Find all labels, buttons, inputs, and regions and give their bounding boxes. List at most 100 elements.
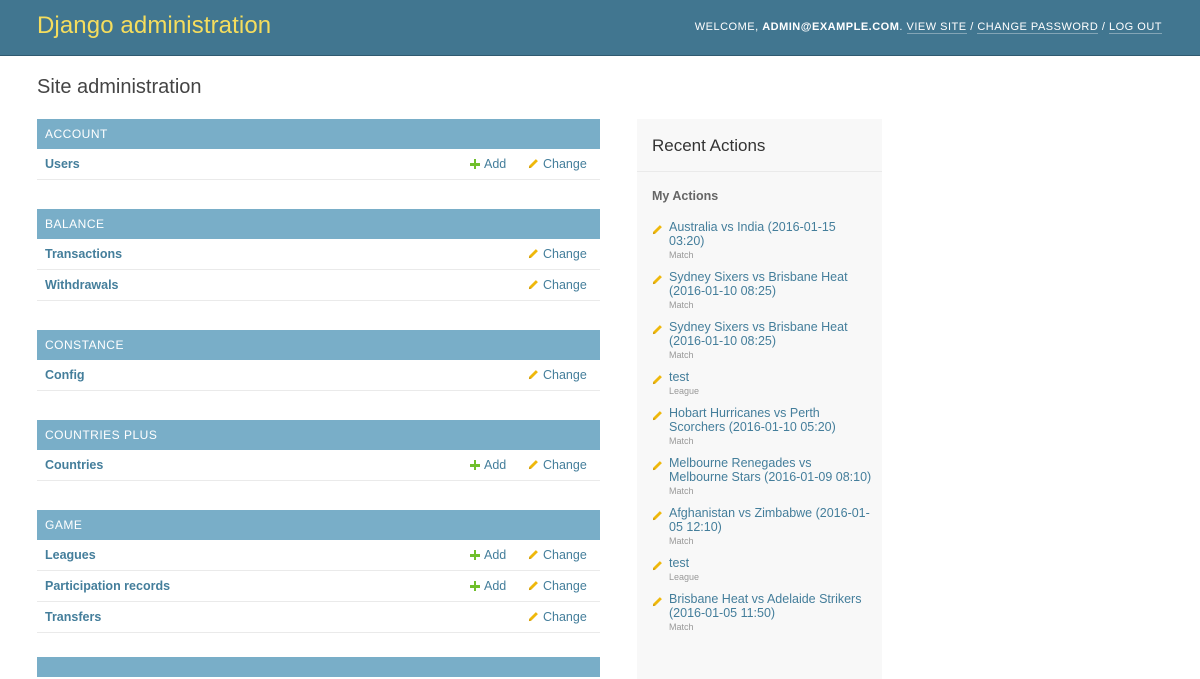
change-label: Change (543, 579, 587, 593)
app-module-caption[interactable] (37, 657, 600, 677)
app-module: Game Leagues Add Change Participation record… (37, 510, 600, 633)
model-link[interactable]: Transactions (45, 247, 123, 261)
username: admin@example.com (762, 21, 900, 33)
change-label: Change (543, 278, 587, 292)
my-actions-title: My Actions (652, 189, 719, 203)
model-row: Config Change (37, 360, 600, 391)
separator: / (1101, 21, 1106, 33)
model-row: Countries Add Change (37, 450, 600, 481)
model-link[interactable]: Users (45, 157, 80, 171)
recent-action-item: Brisbane Heat vs Adelaide Strikers (2016… (652, 592, 872, 632)
separator: / (970, 21, 974, 33)
recent-action-item: Sydney Sixers vs Brisbane Heat (2016-01-… (652, 320, 872, 360)
log-out-link[interactable]: Log out (1108, 21, 1162, 34)
recent-action-item: Hobart Hurricanes vs Perth Scorchers (20… (652, 406, 872, 446)
add-link[interactable]: Add (470, 548, 506, 562)
change-link[interactable]: Change (528, 157, 587, 171)
view-site-link[interactable]: View site (906, 21, 967, 34)
recent-action-link[interactable]: Sydney Sixers vs Brisbane Heat (2016-01-… (669, 320, 848, 348)
model-row: Withdrawals Change (37, 270, 600, 301)
app-module-caption[interactable]: Constance (37, 330, 600, 360)
pencil-icon (528, 611, 539, 622)
app-module-caption[interactable]: Account (37, 119, 600, 149)
model-link[interactable]: Participation records (45, 579, 171, 593)
recent-action-item: test League (652, 370, 872, 396)
pencil-icon (528, 580, 539, 591)
page-title: Site administration (37, 76, 202, 98)
model-link[interactable]: Countries (45, 458, 104, 472)
recent-action-link[interactable]: Brisbane Heat vs Adelaide Strikers (2016… (669, 592, 862, 620)
pencil-icon (528, 158, 539, 169)
add-label: Add (484, 579, 507, 593)
recent-actions-panel: Recent Actions My Actions Australia vs I… (637, 119, 882, 679)
change-label: Change (543, 157, 587, 171)
add-link[interactable]: Add (470, 579, 506, 593)
app-module-caption[interactable]: Balance (37, 209, 600, 239)
recent-action-link[interactable]: test (669, 370, 690, 384)
pencil-icon (652, 322, 663, 335)
pencil-icon (652, 372, 663, 385)
change-link[interactable]: Change (528, 247, 587, 261)
change-link[interactable]: Change (528, 368, 587, 382)
change-label: Change (543, 610, 587, 624)
change-password-link[interactable]: Change password (977, 21, 1099, 34)
recent-action-link[interactable]: Afghanistan vs Zimbabwe (2016-01-05 12:1… (669, 506, 870, 534)
app-module: Countries Plus Countries Add Change (37, 420, 600, 481)
plus-icon (470, 460, 480, 470)
add-label: Add (484, 548, 507, 562)
add-label: Add (484, 458, 507, 472)
pencil-icon (652, 558, 663, 571)
pencil-icon (652, 408, 663, 421)
recent-action-link[interactable]: Australia vs India (2016-01-15 03:20) (669, 220, 836, 248)
pencil-icon (652, 508, 663, 521)
recent-action-link[interactable]: Sydney Sixers vs Brisbane Heat (2016-01-… (669, 270, 848, 298)
model-row: Users Add Change (37, 149, 600, 180)
recent-action-type: League (669, 386, 700, 396)
header: Django administration Welcome, admin@exa… (0, 0, 1200, 56)
app-module-caption[interactable]: Countries Plus (37, 420, 600, 450)
app-list: Account Users Add Change Balance Transactions… (37, 119, 600, 662)
site-branding[interactable]: Django administration (37, 12, 272, 39)
pencil-icon (528, 369, 539, 380)
recent-action-link[interactable]: test (669, 556, 690, 570)
pencil-icon (652, 222, 663, 235)
recent-action-item: Australia vs India (2016-01-15 03:20) Mat… (652, 220, 872, 260)
change-label: Change (543, 368, 587, 382)
change-link[interactable]: Change (528, 278, 587, 292)
model-row: Leagues Add Change (37, 540, 600, 571)
recent-action-type: Match (669, 300, 694, 310)
pencil-icon (652, 458, 663, 471)
pencil-icon (528, 248, 539, 259)
recent-action-link[interactable]: Hobart Hurricanes vs Perth Scorchers (20… (669, 406, 836, 434)
change-label: Change (543, 247, 587, 261)
app-module-caption[interactable]: Game (37, 510, 600, 540)
change-link[interactable]: Change (528, 458, 587, 472)
recent-action-link[interactable]: Melbourne Renegades vs Melbourne Stars (… (669, 456, 872, 484)
recent-action-type: Match (669, 536, 694, 546)
change-link[interactable]: Change (528, 548, 587, 562)
recent-action-item: Sydney Sixers vs Brisbane Heat (2016-01-… (652, 270, 872, 310)
model-link[interactable]: Withdrawals (45, 278, 119, 292)
model-link[interactable]: Config (45, 368, 85, 382)
add-link[interactable]: Add (470, 157, 506, 171)
recent-action-item: Afghanistan vs Zimbabwe (2016-01-05 12:1… (652, 506, 872, 546)
recent-action-item: Melbourne Renegades vs Melbourne Stars (… (652, 456, 872, 496)
recent-action-type: Match (669, 436, 694, 446)
welcome-text: Welcome, (694, 21, 759, 33)
recent-action-type: Match (669, 622, 694, 632)
change-link[interactable]: Change (528, 579, 587, 593)
app-module: Account Users Add Change (37, 119, 600, 180)
model-link[interactable]: Transfers (45, 610, 102, 624)
add-link[interactable]: Add (470, 458, 506, 472)
model-link[interactable]: Leagues (45, 548, 96, 562)
change-link[interactable]: Change (528, 610, 587, 624)
model-row: Transactions Change (37, 239, 600, 270)
pencil-icon (528, 459, 539, 470)
change-label: Change (543, 548, 587, 562)
recent-action-type: League (669, 572, 700, 582)
recent-action-type: Match (669, 350, 694, 360)
pencil-icon (652, 272, 663, 285)
app-module: Constance Config Change (37, 330, 600, 391)
plus-icon (470, 581, 480, 591)
action-list: Australia vs India (2016-01-15 03:20) Mat… (652, 220, 872, 642)
